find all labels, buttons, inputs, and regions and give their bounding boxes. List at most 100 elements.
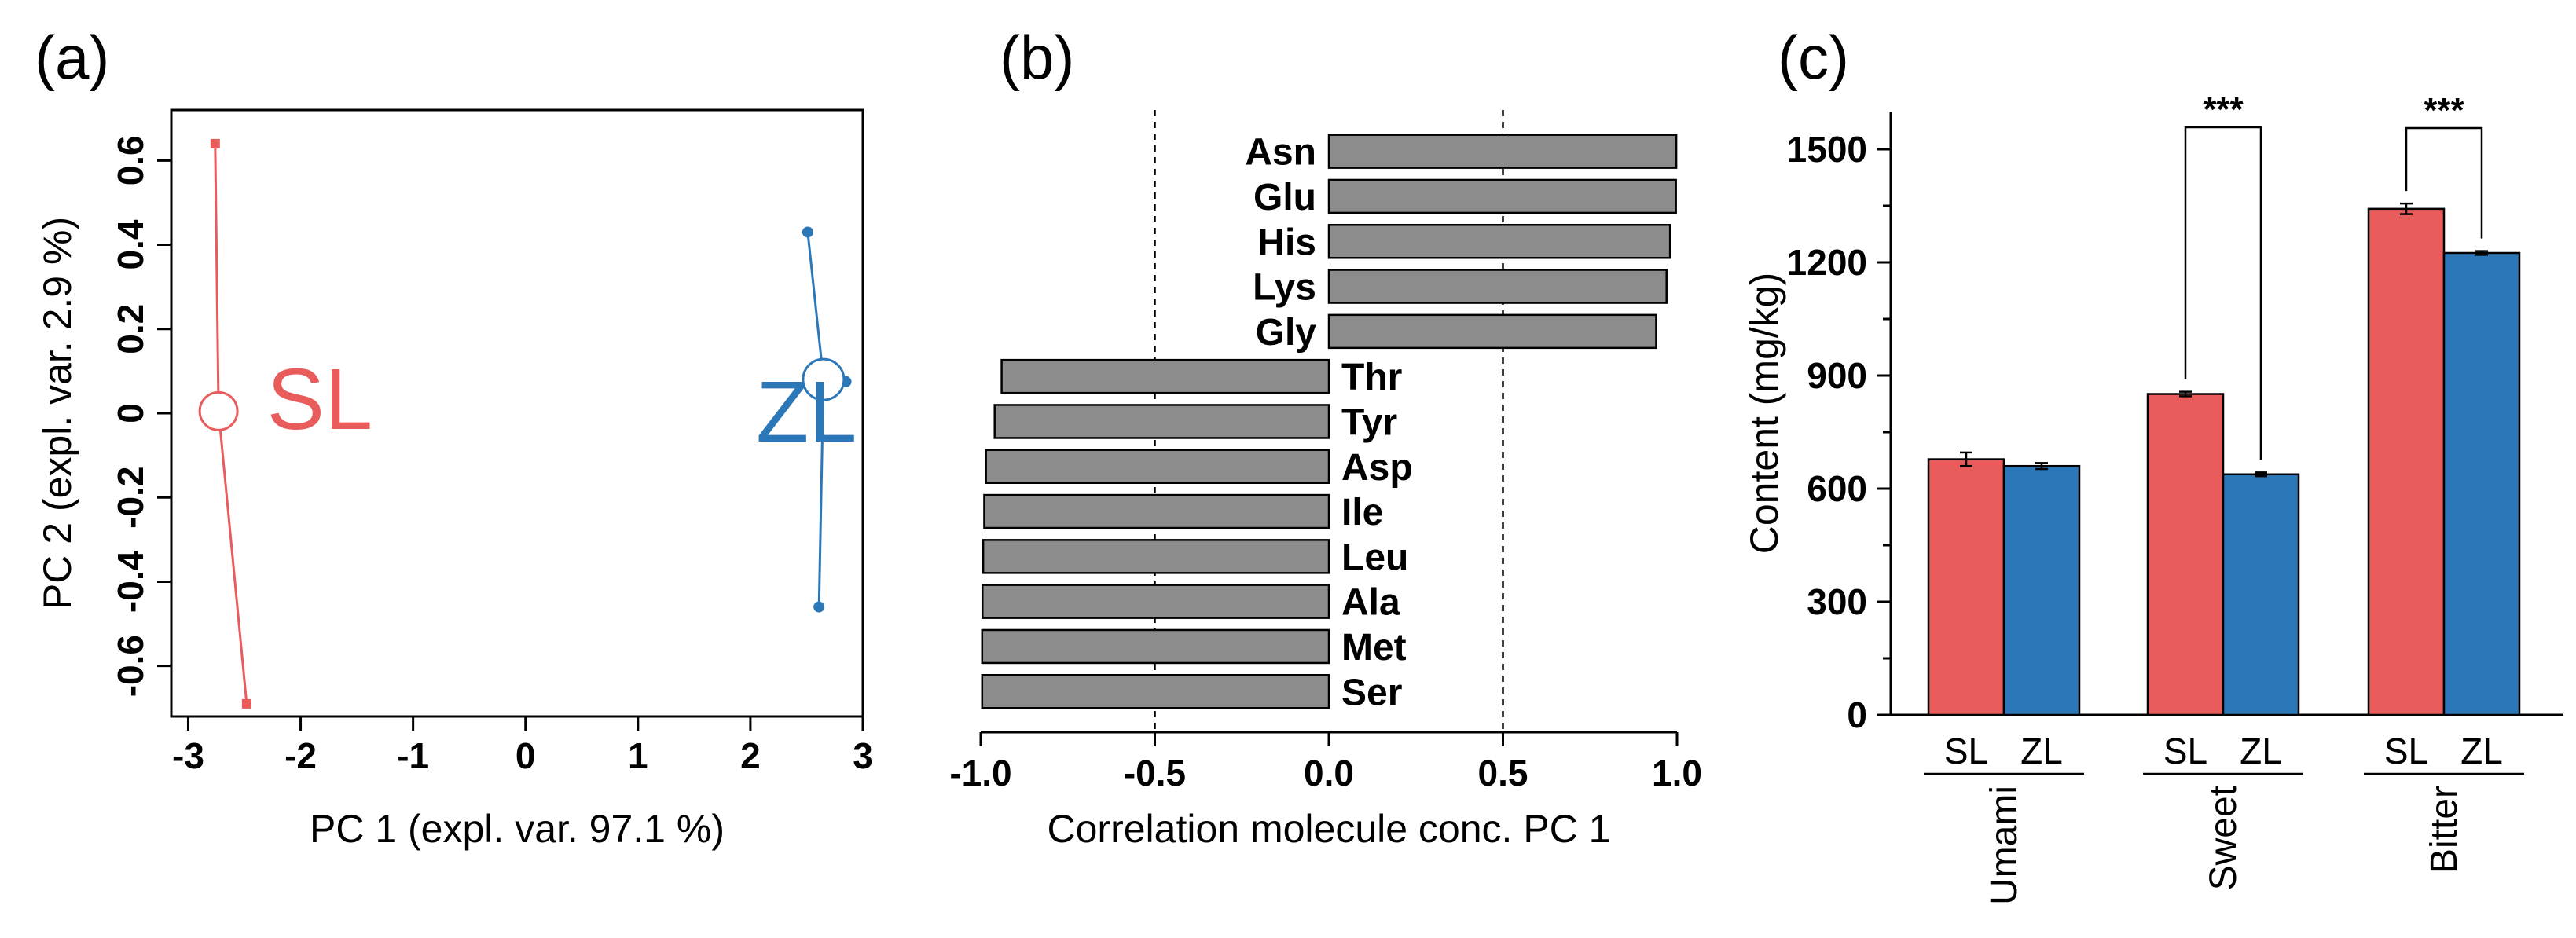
panel-a-pca-plot: (a) -3 -2 -1 0 1 2 3 -0.6 -0.4 -0.2 0 0.2 0.4 0.6 SL… xyxy=(35,23,873,851)
bar-group-bitter xyxy=(2367,202,2521,716)
bar-label: Leu xyxy=(1341,537,1408,578)
data-point xyxy=(802,226,813,238)
significance-bracket xyxy=(2405,126,2483,239)
x-series-label: SL xyxy=(2384,731,2428,771)
x-tick-label: 0.5 xyxy=(1478,753,1528,793)
y-tick-label: 900 xyxy=(1807,355,1867,396)
bar-gly: Gly xyxy=(1256,312,1657,354)
data-point xyxy=(241,698,251,709)
bar-rect xyxy=(1327,134,1678,169)
panel-c-significance: *** *** xyxy=(2184,90,2483,460)
data-point xyxy=(210,138,220,148)
bar-asp: Asp xyxy=(985,447,1413,489)
x-tick-label: 0.0 xyxy=(1304,753,1354,793)
bar-zl xyxy=(2002,464,2081,716)
bar-label: Tyr xyxy=(1341,401,1397,443)
panel-c-x-axis: SL ZL Umami SL ZL Sweet SL ZL Bitter xyxy=(1924,731,2524,905)
bar-rect xyxy=(983,493,1330,529)
bar-rect xyxy=(985,449,1330,484)
bar-his: His xyxy=(1257,222,1671,263)
panel-b-label: (b) xyxy=(1000,23,1074,92)
bar-rect xyxy=(1327,224,1671,259)
group-label-zl: ZL xyxy=(756,364,857,460)
spoke-line xyxy=(806,232,825,380)
bar-label: Met xyxy=(1341,627,1407,669)
data-point xyxy=(813,601,825,613)
bar-label: Ala xyxy=(1341,582,1400,624)
x-tick-label: -0.5 xyxy=(1124,753,1186,793)
panel-a-y-axis: -0.6 -0.4 -0.2 0 0.2 0.4 0.6 xyxy=(110,135,171,697)
panel-c-y-axis: 0 300 600 900 1200 1500 xyxy=(1787,129,1891,735)
group-label-sweet: Sweet xyxy=(2203,786,2244,890)
y-tick-label: 0.6 xyxy=(110,135,151,185)
series-zl: ZL xyxy=(756,226,857,613)
bar-met: Met xyxy=(981,627,1407,669)
x-tick-label: 3 xyxy=(853,735,873,776)
y-tick-label: -0.2 xyxy=(110,467,151,529)
bar-label: Gly xyxy=(1256,312,1317,354)
bar-label: Ser xyxy=(1341,672,1402,713)
y-tick-label: 0 xyxy=(110,403,151,423)
y-tick-label: 1200 xyxy=(1787,242,1867,283)
y-tick-label: 0.2 xyxy=(110,304,151,354)
x-tick-label: -1 xyxy=(397,735,429,776)
bar-lys: Lys xyxy=(1253,267,1668,309)
y-tick-label: 300 xyxy=(1807,581,1867,622)
y-tick-label: 0.4 xyxy=(110,219,151,269)
bar-label: Asp xyxy=(1341,447,1413,489)
significance-bitter: *** xyxy=(2405,91,2483,239)
x-tick-label: 1 xyxy=(628,735,648,776)
panel-c-bars xyxy=(1927,202,2521,716)
y-tick-label: -0.6 xyxy=(110,635,151,697)
panel-a-y-axis-title: PC 2 (expl. var. 2.9 %) xyxy=(35,217,79,610)
bar-label: Lys xyxy=(1253,267,1316,309)
panel-c-y-axis-title: Content (mg/kg) xyxy=(1742,273,1786,554)
bar-rect xyxy=(1327,313,1657,350)
panel-a-x-axis: -3 -2 -1 0 1 2 3 xyxy=(172,716,873,776)
bar-rect xyxy=(981,674,1330,709)
bar-sl xyxy=(2367,207,2446,716)
x-tick-label: -1.0 xyxy=(949,753,1011,793)
bar-rect xyxy=(982,539,1330,574)
significance-sweet: *** xyxy=(2184,90,2262,460)
bar-label: Asn xyxy=(1245,132,1316,174)
x-tick-label: -3 xyxy=(172,735,204,776)
bar-zl xyxy=(2442,251,2521,716)
bar-glu: Glu xyxy=(1253,177,1677,218)
bar-tyr: Tyr xyxy=(993,401,1397,443)
x-series-label: SL xyxy=(1944,731,1988,771)
bar-sl xyxy=(2146,393,2225,716)
bar-asn: Asn xyxy=(1245,132,1678,174)
x-tick-label: 1.0 xyxy=(1652,753,1702,793)
panel-c-label: (c) xyxy=(1778,23,1849,92)
spoke-line xyxy=(217,411,248,705)
significance-label: *** xyxy=(2203,90,2244,129)
bar-group-umami xyxy=(1927,451,2081,716)
x-series-label: SL xyxy=(2163,731,2207,771)
y-tick-label: 0 xyxy=(1847,694,1867,735)
bar-rect xyxy=(993,404,1330,439)
significance-bracket xyxy=(2184,126,2262,460)
spoke-line xyxy=(817,379,825,607)
bar-ile: Ile xyxy=(983,492,1383,533)
bar-label: His xyxy=(1257,222,1316,263)
bar-rect xyxy=(1000,358,1330,394)
x-tick-label: 2 xyxy=(740,735,761,776)
panel-a-label: (a) xyxy=(35,23,109,92)
spoke-line xyxy=(214,143,220,412)
centroid-marker xyxy=(802,357,846,401)
x-series-label: ZL xyxy=(2460,731,2503,771)
group-label-sl: SL xyxy=(267,351,373,448)
panel-a-series: SL ZL xyxy=(198,138,857,709)
x-tick-label: -2 xyxy=(284,735,317,776)
bar-label: Ile xyxy=(1341,492,1383,533)
bar-rect xyxy=(981,584,1330,619)
bar-rect xyxy=(981,628,1330,665)
centroid-marker xyxy=(198,390,239,431)
bar-group-sweet xyxy=(2146,390,2300,716)
x-series-label: ZL xyxy=(2020,731,2063,771)
